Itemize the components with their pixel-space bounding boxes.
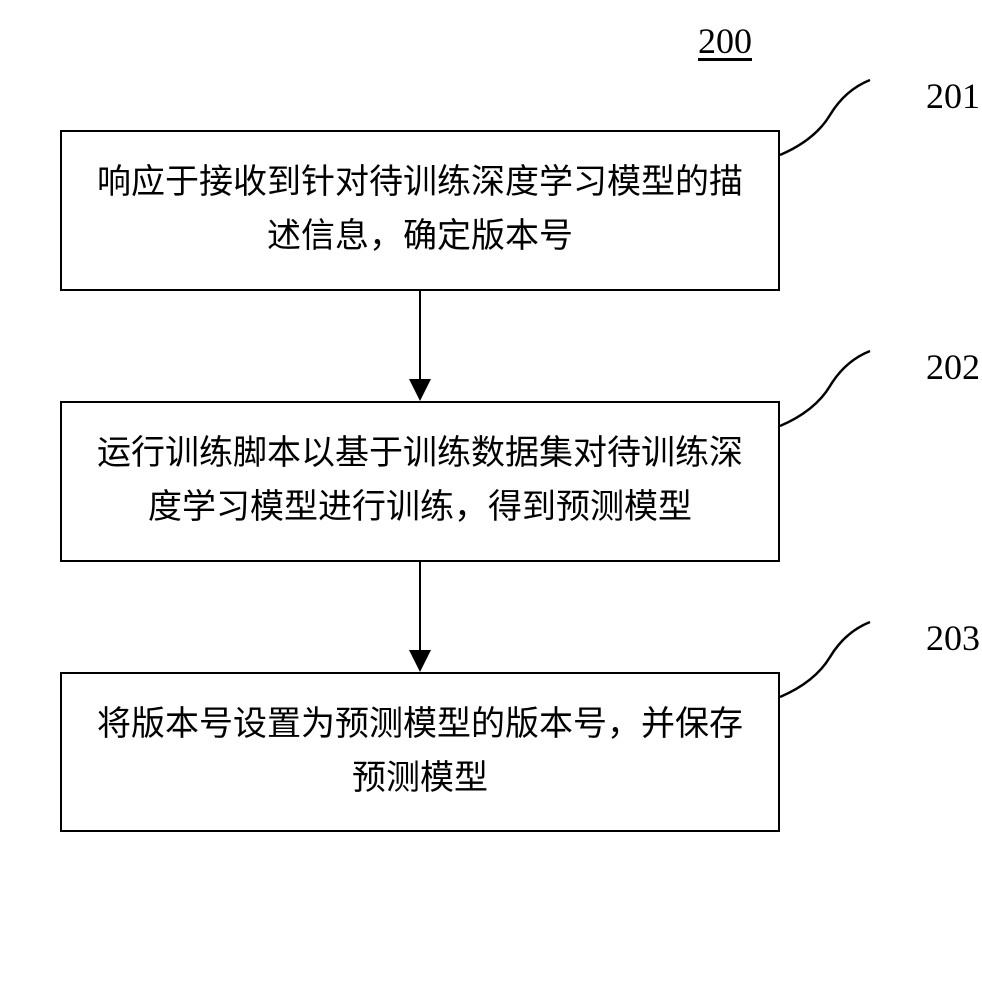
step-2-text: 运行训练脚本以基于训练数据集对待训练深度学习模型进行训练，得到预测模型: [97, 435, 743, 526]
connector-1: [775, 70, 915, 170]
step-1-container: 201 响应于接收到针对待训练深度学习模型的描述信息，确定版本号: [60, 130, 920, 291]
step-1-label: 201: [926, 75, 980, 117]
step-1-box: 响应于接收到针对待训练深度学习模型的描述信息，确定版本号: [60, 130, 780, 291]
step-2-box: 运行训练脚本以基于训练数据集对待训练深度学习模型进行训练，得到预测模型: [60, 401, 780, 562]
figure-number-label: 200: [698, 20, 752, 62]
connector-2: [775, 341, 915, 441]
step-3-container: 203 将版本号设置为预测模型的版本号，并保存预测模型: [60, 672, 920, 833]
step-2-label: 202: [926, 346, 980, 388]
arrow-1-head: [409, 379, 431, 401]
step-1-text: 响应于接收到针对待训练深度学习模型的描述信息，确定版本号: [97, 164, 743, 255]
arrow-2-head: [409, 650, 431, 672]
step-2-container: 202 运行训练脚本以基于训练数据集对待训练深度学习模型进行训练，得到预测模型: [60, 401, 920, 562]
arrow-2-line: [419, 562, 422, 657]
arrow-2: [60, 562, 780, 672]
step-3-label: 203: [926, 617, 980, 659]
connector-3: [775, 612, 915, 712]
arrow-1-line: [419, 291, 422, 386]
step-3-text: 将版本号设置为预测模型的版本号，并保存预测模型: [97, 706, 743, 797]
flowchart-container: 201 响应于接收到针对待训练深度学习模型的描述信息，确定版本号 202 运行训…: [60, 130, 920, 832]
arrow-1: [60, 291, 780, 401]
step-3-box: 将版本号设置为预测模型的版本号，并保存预测模型: [60, 672, 780, 833]
